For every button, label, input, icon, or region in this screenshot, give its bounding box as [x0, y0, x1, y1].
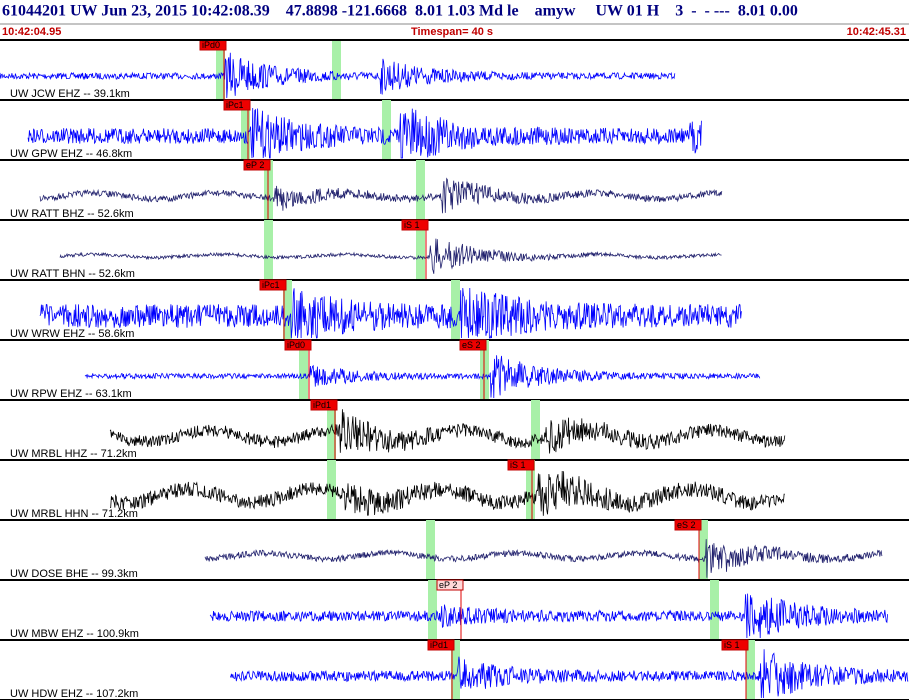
pick-window: [531, 400, 540, 460]
waveform: [27, 107, 702, 159]
trace-label: UW HDW EHZ -- 107.2km: [10, 688, 138, 700]
waveform: [204, 539, 883, 578]
pick-label: eS 2: [677, 520, 696, 530]
pick-box: [223, 99, 251, 111]
pick-box: [436, 579, 464, 591]
timespan: Timespan= 40 s: [411, 26, 493, 38]
trace-label: UW GPW EHZ -- 46.8km: [10, 148, 132, 160]
waveform: [39, 287, 742, 339]
waveform: [39, 177, 723, 214]
trace: iS 1 UW RATT BHN -- 52.6km: [0, 219, 909, 281]
trace-label: UW MRBL HHN -- 71.2km: [10, 508, 138, 520]
trace: iPd0 eS 2 UW RPW EHZ -- 63.1km: [0, 339, 909, 401]
waveform: [110, 470, 785, 516]
pick-label: eS 2: [462, 340, 481, 350]
pick-window: [416, 220, 425, 280]
pick-label: iPc1: [226, 100, 244, 110]
trace-label: UW MRBL HHZ -- 71.2km: [10, 448, 137, 460]
pick-label: iS 1: [404, 220, 420, 230]
trace: eS 2 UW DOSE BHE -- 99.3km: [0, 519, 909, 581]
pick-window: [264, 220, 273, 280]
pick-box: [243, 159, 271, 171]
trace: eP 2 UW MBW EHZ -- 100.9km: [0, 579, 909, 641]
trace-label: UW MBW EHZ -- 100.9km: [10, 628, 139, 640]
pick-label: iS 1: [724, 640, 740, 650]
pick-box: [721, 639, 749, 651]
trace-label: UW RATT BHN -- 52.6km: [10, 268, 135, 280]
pick-label: eP 2: [439, 580, 457, 590]
pick-box: [427, 639, 455, 651]
trace: iPd1 iS 1 UW HDW EHZ -- 107.2km: [0, 639, 909, 700]
pick-window: [526, 460, 535, 520]
trace: iPd0 UW JCW EHZ -- 39.1km: [0, 39, 909, 101]
pick-label: iPd1: [313, 400, 331, 410]
pick-window: [428, 580, 437, 640]
trace: iPc1 UW GPW EHZ -- 46.8km: [0, 99, 909, 161]
trace-label: UW JCW EHZ -- 39.1km: [10, 88, 130, 100]
trace: eP 2 UW RATT BHZ -- 52.6km: [0, 159, 909, 221]
waveform: [59, 238, 722, 274]
pick-box: [459, 339, 487, 351]
pick-window: [451, 640, 460, 700]
pick-window: [710, 580, 719, 640]
waveform: [230, 649, 909, 699]
waveform: [209, 593, 888, 639]
trace: iS 1 UW MRBL HHN -- 71.2km: [0, 459, 909, 521]
pick-window: [299, 340, 308, 400]
waveform: [84, 355, 761, 399]
pick-box: [507, 459, 535, 471]
trace-label: UW RPW EHZ -- 63.1km: [10, 388, 132, 400]
trace-label: UW RATT BHZ -- 52.6km: [10, 208, 134, 220]
pick-window: [746, 640, 755, 700]
pick-window: [327, 400, 336, 460]
pick-window: [426, 520, 435, 580]
trace: iPc1 UW WRW EHZ -- 58.6km: [0, 279, 909, 341]
end-time: 10:42:45.31: [847, 26, 906, 38]
pick-label: iPc1: [262, 280, 280, 290]
pick-label: eP 2: [246, 160, 264, 170]
start-time: 10:42:04.95: [2, 26, 61, 38]
pick-window: [241, 100, 250, 160]
pick-window: [416, 160, 425, 220]
pick-window: [332, 40, 341, 100]
pick-window: [382, 100, 391, 160]
waveform: [0, 52, 676, 99]
pick-label: iPd0: [287, 340, 305, 350]
pick-box: [259, 279, 287, 291]
pick-label: iPd0: [202, 40, 220, 50]
pick-box: [310, 399, 338, 411]
pick-window: [699, 520, 708, 580]
pick-window: [283, 280, 292, 340]
pick-box: [674, 519, 702, 531]
pick-box: [284, 339, 312, 351]
pick-box: [401, 219, 429, 231]
trace-label: UW WRW EHZ -- 58.6km: [10, 328, 134, 340]
pick-label: iPd1: [430, 640, 448, 650]
pick-window: [451, 280, 460, 340]
pick-window: [216, 40, 225, 100]
trace-label: UW DOSE BHE -- 99.3km: [10, 568, 138, 580]
waveform: [109, 409, 786, 454]
pick-label: iS 1: [510, 460, 526, 470]
trace: iPd1 UW MRBL HHZ -- 71.2km: [0, 399, 909, 461]
event-header: 61044201 UW Jun 23, 2015 10:42:08.39 47.…: [2, 3, 798, 20]
